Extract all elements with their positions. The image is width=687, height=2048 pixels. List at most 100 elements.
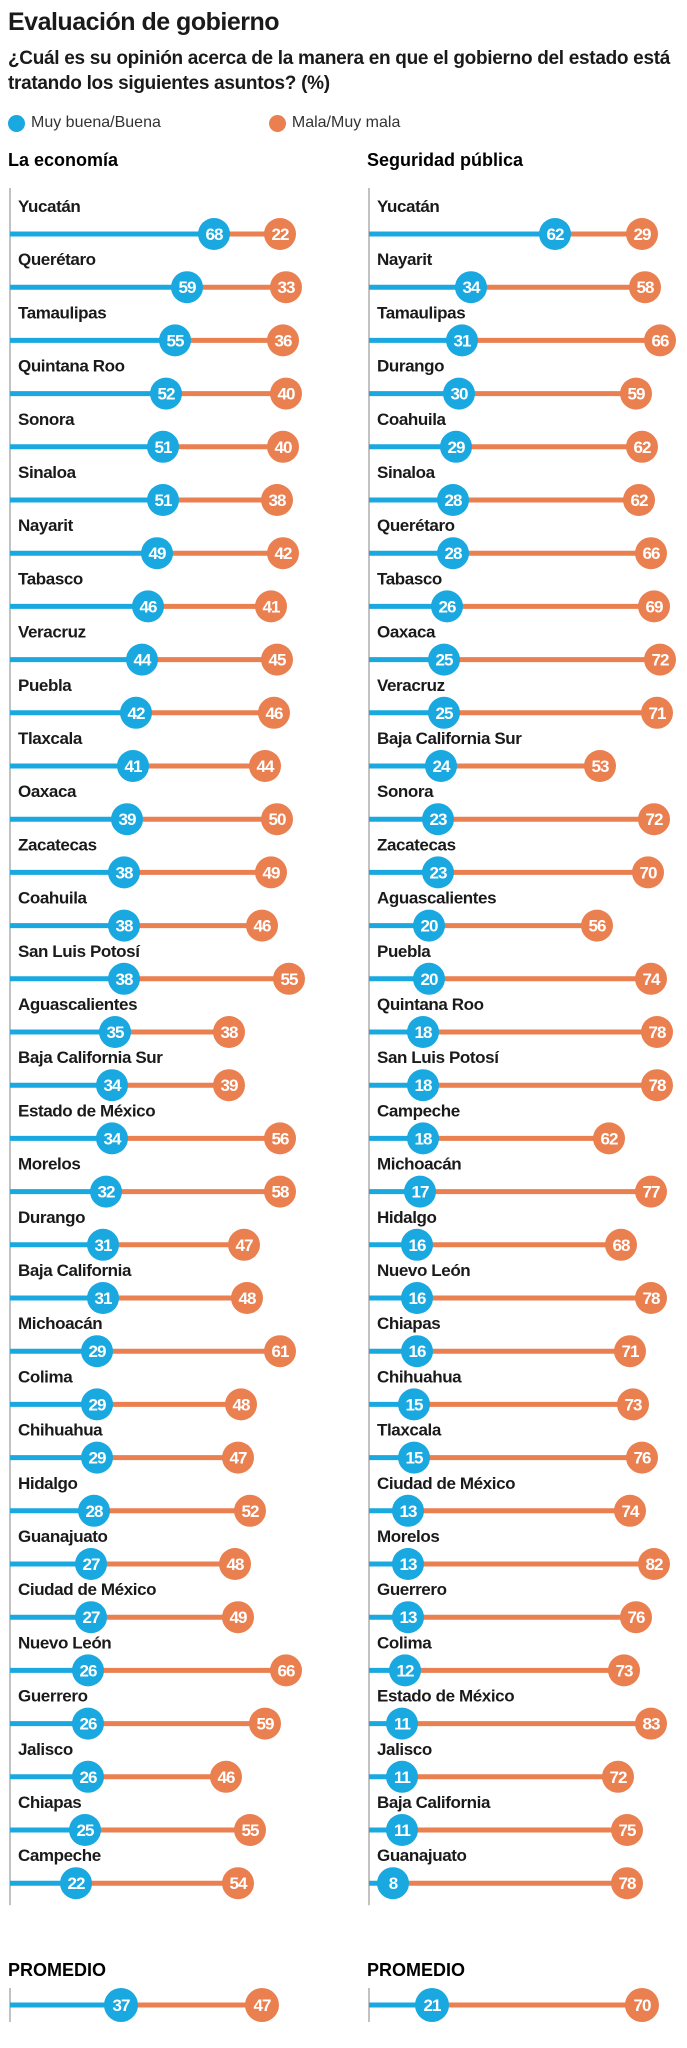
row-good-value: 51	[155, 491, 172, 510]
row-label: Estado de México	[377, 1687, 514, 1706]
row-label: Baja California Sur	[377, 729, 522, 748]
row-label: Quintana Roo	[18, 357, 125, 376]
row-label: Jalisco	[377, 1740, 432, 1759]
average-good-marker	[104, 1988, 138, 2022]
row-good-marker	[386, 1814, 418, 1846]
row-good-marker	[159, 324, 191, 357]
row-bad-value: 73	[625, 1395, 642, 1414]
row-good-marker	[422, 856, 454, 889]
row-label: Durango	[18, 1208, 85, 1227]
row-label: Durango	[377, 357, 444, 376]
row-bad-marker	[635, 962, 667, 995]
average-title: PROMEDIO	[367, 1960, 465, 1980]
row-good-value: 23	[430, 863, 447, 882]
row-bad-value: 58	[637, 278, 654, 297]
row-good-value: 68	[206, 225, 223, 244]
row-bad-value: 59	[628, 385, 645, 404]
row-bad-marker	[632, 856, 664, 889]
row-good-marker	[87, 1228, 119, 1261]
row-good-value: 46	[140, 597, 157, 616]
row-bad-value: 76	[628, 1608, 645, 1627]
row-bad-value: 45	[269, 651, 286, 670]
row-bad-marker	[641, 1016, 673, 1048]
row-bad-marker	[213, 1016, 245, 1048]
row-bad-marker	[638, 590, 670, 623]
row-good-marker	[539, 218, 571, 250]
row-bad-marker	[246, 909, 278, 942]
row-bad-marker	[249, 1707, 281, 1740]
row-good-value: 31	[95, 1289, 112, 1308]
row-label: Sonora	[18, 410, 75, 429]
row-bad-marker	[273, 962, 305, 995]
legend-label-bad: Mala/Muy mala	[291, 114, 401, 131]
row-label: Guerrero	[18, 1687, 88, 1706]
row-bad-value: 69	[646, 597, 663, 616]
row-good-marker	[117, 750, 149, 782]
row-bad-value: 48	[233, 1395, 250, 1414]
row-label: Tabasco	[18, 569, 83, 588]
row-good-value: 26	[80, 1661, 97, 1680]
row-bad-marker	[581, 909, 613, 942]
row-good-value: 29	[89, 1395, 106, 1414]
row-good-marker	[431, 590, 463, 623]
row-bad-marker	[593, 1122, 625, 1155]
row-bad-marker	[641, 1069, 673, 1102]
row-good-marker	[398, 1388, 430, 1421]
row-good-marker	[75, 1548, 107, 1580]
row-bad-value: 49	[263, 863, 280, 882]
row-good-marker	[407, 1122, 439, 1155]
row-good-marker	[72, 1707, 104, 1740]
average-title: PROMEDIO	[8, 1960, 106, 1980]
row-good-value: 34	[463, 278, 481, 297]
row-good-value: 62	[547, 225, 564, 244]
row-label: Nuevo León	[377, 1261, 470, 1280]
row-label: Oaxaca	[18, 782, 77, 801]
row-bad-value: 48	[227, 1555, 244, 1574]
row-good-value: 52	[158, 385, 175, 404]
row-bad-value: 72	[646, 810, 663, 829]
row-bad-value: 47	[230, 1449, 247, 1468]
row-label: San Luis Potosí	[18, 942, 141, 961]
row-bad-marker	[602, 1760, 634, 1793]
row-label: Chiapas	[377, 1314, 440, 1333]
row-good-value: 26	[439, 597, 456, 616]
row-bad-value: 55	[281, 970, 298, 989]
row-label: Nayarit	[377, 250, 433, 269]
row-bad-marker	[264, 1175, 296, 1208]
row-bad-value: 62	[631, 491, 648, 510]
row-good-value: 38	[116, 970, 133, 989]
row-good-value: 26	[80, 1715, 97, 1734]
legend-swatch-bad	[268, 114, 286, 132]
row-good-marker	[99, 1016, 131, 1048]
row-good-value: 26	[80, 1768, 97, 1787]
row-label: Sinaloa	[377, 463, 436, 482]
row-good-value: 51	[155, 438, 172, 457]
row-good-marker	[428, 643, 460, 676]
row-bad-value: 44	[257, 757, 275, 776]
row-good-value: 28	[445, 491, 462, 510]
row-good-value: 39	[119, 810, 136, 829]
row-good-marker	[150, 377, 182, 410]
row-bad-value: 73	[616, 1661, 633, 1680]
row-bad-value: 62	[601, 1129, 618, 1148]
row-bad-marker	[222, 1601, 254, 1634]
legend-swatch-good	[8, 114, 25, 132]
row-good-value: 27	[83, 1555, 100, 1574]
row-good-marker	[75, 1601, 107, 1634]
row-good-value: 29	[89, 1449, 106, 1468]
average-good-value: 21	[424, 1996, 441, 2015]
row-good-value: 20	[421, 970, 438, 989]
row-bad-value: 58	[272, 1183, 289, 1202]
row-good-value: 15	[406, 1395, 423, 1414]
row-label: Puebla	[18, 676, 72, 695]
row-label: Nuevo León	[18, 1633, 111, 1652]
row-bad-value: 33	[278, 278, 295, 297]
row-bad-value: 56	[272, 1129, 289, 1148]
row-bad-marker	[234, 1814, 266, 1846]
row-good-value: 16	[409, 1236, 426, 1255]
row-bad-value: 38	[221, 1023, 238, 1042]
row-label: Baja California	[377, 1793, 491, 1812]
row-bad-marker	[261, 484, 293, 516]
row-good-value: 25	[436, 704, 453, 723]
row-bad-marker	[644, 324, 676, 357]
